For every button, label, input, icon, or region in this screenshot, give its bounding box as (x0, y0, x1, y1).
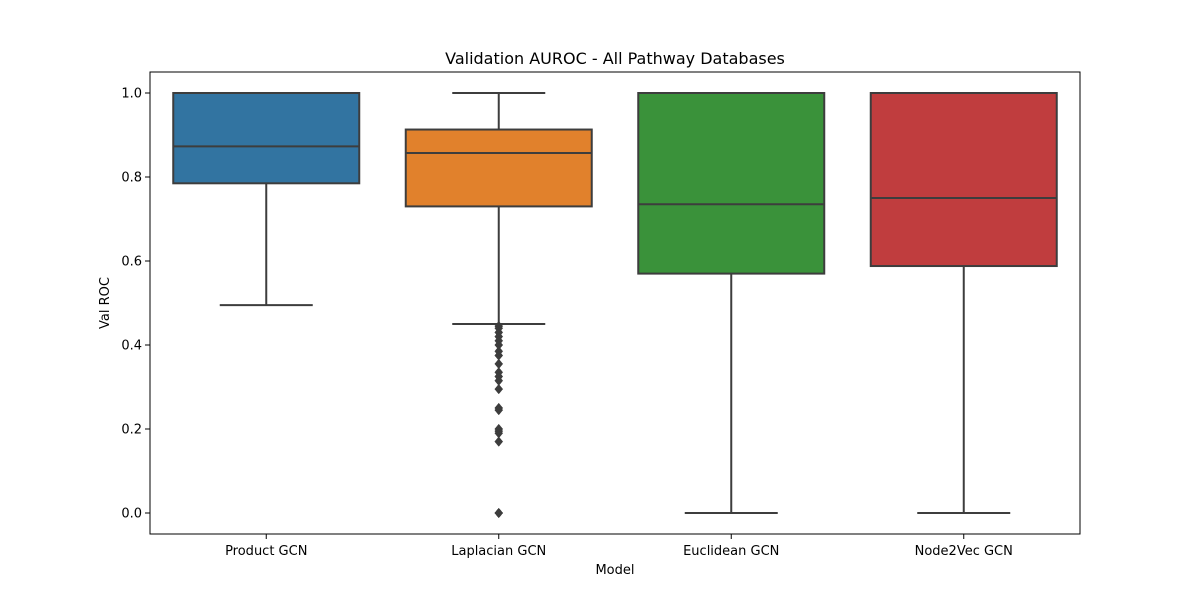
x-axis-label: Model (595, 563, 634, 578)
x-axis: Product GCN Laplacian GCN Euclidean GCN Nod… (225, 534, 1013, 559)
y-tick-label: 0.4 (121, 339, 142, 354)
box-laplacian-gcn (404, 92, 593, 519)
box-node2vec-gcn (869, 92, 1058, 514)
plot-area (172, 92, 1058, 519)
iqr-box (869, 92, 1058, 268)
outlier-point (494, 383, 504, 395)
x-tick-label: Product GCN (225, 544, 307, 559)
box-product-gcn (172, 92, 361, 307)
x-tick-label: Node2Vec GCN (915, 544, 1013, 559)
box-euclidean-gcn (637, 92, 826, 514)
y-axis: 0.0 0.2 0.4 0.6 0.8 1.0 (121, 87, 150, 522)
iqr-box (404, 128, 593, 208)
y-tick-label: 0.8 (121, 171, 142, 186)
y-tick-label: 0.0 (121, 507, 142, 522)
x-tick-label: Euclidean GCN (683, 544, 779, 559)
y-axis-label: Val ROC (98, 277, 113, 329)
outlier-point (494, 404, 504, 416)
outlier-point (494, 507, 504, 519)
outlier-point (494, 436, 504, 447)
plot-frame (149, 71, 1081, 535)
chart-title: Validation AUROC - All Pathway Databases (445, 49, 785, 68)
y-tick-label: 0.6 (121, 255, 142, 270)
y-tick-label: 0.2 (121, 423, 142, 438)
y-tick-label: 1.0 (121, 87, 142, 102)
x-tick-label: Laplacian GCN (451, 544, 546, 559)
iqr-box (172, 92, 361, 185)
iqr-box (637, 92, 826, 275)
